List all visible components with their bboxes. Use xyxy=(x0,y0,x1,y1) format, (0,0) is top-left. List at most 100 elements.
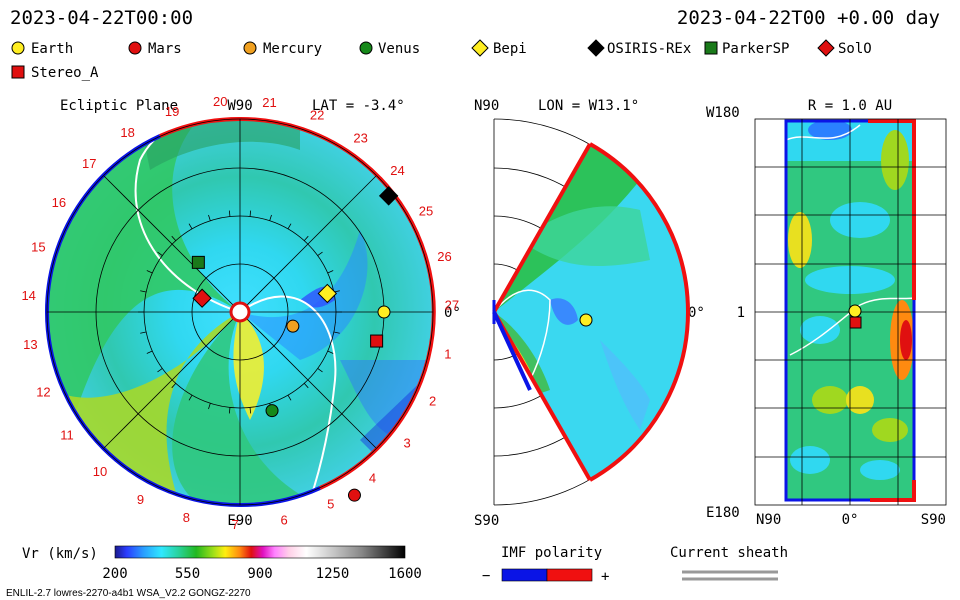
orbit-tick xyxy=(249,210,252,217)
bepi-marker-icon xyxy=(471,39,489,57)
radial-x-right: S90 xyxy=(921,512,946,528)
carrington-label: 27 xyxy=(445,298,459,313)
colorbar-tick-label: 1600 xyxy=(388,566,422,582)
meridional-top-label: N90 xyxy=(474,98,499,114)
osiris-rex-marker-icon xyxy=(587,39,605,57)
radial-earth-marker xyxy=(848,304,862,318)
carrington-label: 15 xyxy=(31,239,45,254)
carrington-label: 19 xyxy=(165,104,179,119)
imf-plus-label: + xyxy=(601,569,609,585)
radial-x-left: N90 xyxy=(756,512,781,528)
legend-label-mercury: Mercury xyxy=(263,41,322,57)
carrington-label: 24 xyxy=(390,163,404,178)
orbit-tick xyxy=(327,350,334,354)
body-marker-mars xyxy=(347,488,361,502)
body-marker-bepi xyxy=(317,283,338,304)
orbit-tick xyxy=(171,383,177,389)
ecliptic-bottom-label: E90 xyxy=(227,513,252,529)
colorbar-tick-label: 200 xyxy=(102,566,127,582)
orbit-tick xyxy=(188,223,193,230)
carrington-label: 4 xyxy=(369,471,376,486)
carrington-label: 8 xyxy=(183,510,190,525)
legend-label-bepi: Bepi xyxy=(493,41,527,57)
carrington-label: 21 xyxy=(262,95,276,110)
legend-item-osiris-rex: OSIRIS-REx xyxy=(587,39,691,57)
sun-icon xyxy=(229,301,251,323)
carrington-label: 16 xyxy=(52,195,66,210)
mars-marker-icon xyxy=(128,41,142,55)
legend: Earth Mars Mercury Venus Bepi OSIRIS-REx… xyxy=(11,39,872,81)
carrington-label: 17 xyxy=(82,156,96,171)
carrington-label: 11 xyxy=(60,428,74,443)
body-marker-solo xyxy=(192,288,212,308)
radial-mid-label: 1 xyxy=(737,305,745,321)
orbit-tick xyxy=(317,251,323,256)
ecliptic-bodies xyxy=(191,186,399,502)
orbit-tick xyxy=(317,368,323,373)
legend-label-stereo-a: Stereo_A xyxy=(31,65,99,81)
legend-item-earth: Earth xyxy=(11,41,73,57)
body-marker-venus xyxy=(265,404,279,418)
carrington-label: 12 xyxy=(36,384,50,399)
radial-x-mid: 0° xyxy=(842,512,859,528)
orbit-tick xyxy=(287,394,292,401)
meridional-field xyxy=(494,144,688,480)
carrington-label: 25 xyxy=(419,203,433,218)
carrington-label: 10 xyxy=(93,464,107,479)
meridional-lon-label: LON = W13.1° xyxy=(538,98,639,114)
sheath-label: Current sheath xyxy=(670,545,788,561)
meridional-edge-north xyxy=(492,143,592,313)
orbit-tick xyxy=(228,407,231,414)
radial-top-label: W180 xyxy=(706,105,740,121)
carrington-label: 3 xyxy=(403,436,410,451)
carrington-label: 26 xyxy=(437,249,451,264)
radial-grid xyxy=(754,118,947,506)
parkersp-marker-icon xyxy=(704,41,718,55)
orbit-tick xyxy=(303,383,309,389)
legend-label-mars: Mars xyxy=(148,41,182,57)
colorbar: Vr (km/s) 200 550 900 1250 1600 xyxy=(22,545,422,582)
colorbar-gradient xyxy=(114,545,406,559)
imf-label: IMF polarity xyxy=(501,545,602,561)
legend-item-parkersp: ParkerSP xyxy=(704,41,789,57)
carrington-label: 20 xyxy=(213,94,227,109)
colorbar-tick-label: 1250 xyxy=(316,566,350,582)
ecliptic-right-label: 0° xyxy=(444,305,461,321)
mercury-marker-icon xyxy=(243,41,257,55)
colorbar-tick-label: 900 xyxy=(247,566,272,582)
radial-title: R = 1.0 AU xyxy=(808,98,892,114)
orbit-tick xyxy=(157,251,163,256)
orbit-tick xyxy=(208,403,211,410)
radial-panel: R = 1.0 AU W180 E180 1 N90 0° S90 xyxy=(706,98,947,528)
colorbar-label: Vr (km/s) xyxy=(22,546,98,562)
ecliptic-title: Ecliptic Plane xyxy=(60,98,178,114)
carrington-label: 1 xyxy=(444,347,451,362)
ecliptic-top-label: W90 xyxy=(227,98,252,114)
imf-positive-swatch xyxy=(546,568,593,582)
run-id-footer: ENLIL-2.7 lowres-2270-a4b1 WSA_V2.2 GONG… xyxy=(6,588,251,599)
meridional-earth-marker xyxy=(579,313,593,327)
carrington-label: 23 xyxy=(353,131,367,146)
radial-field xyxy=(786,121,914,500)
meridional-bottom-label: S90 xyxy=(474,513,499,529)
legend-label-parkersp: ParkerSP xyxy=(722,41,789,57)
venus-marker-icon xyxy=(359,41,373,55)
carrington-label: 5 xyxy=(327,497,334,512)
orbit-tick xyxy=(188,394,193,401)
colorbar-ticks: 200 550 900 1250 1600 xyxy=(102,566,422,582)
radial-stereo-a-marker xyxy=(849,316,862,329)
orbit-tick xyxy=(140,290,147,293)
carrington-label: 2 xyxy=(429,393,436,408)
legend-item-venus: Venus xyxy=(359,41,420,57)
legend-item-mercury: Mercury xyxy=(243,41,322,57)
body-marker-parkersp xyxy=(191,255,205,269)
sheath-legend: Current sheath xyxy=(670,545,788,581)
earth-orbit-ticks xyxy=(138,210,342,414)
meridional-edge-outer xyxy=(589,142,690,482)
orbit-tick xyxy=(327,270,334,274)
body-marker-stereo-a xyxy=(370,334,384,348)
earth-marker-icon xyxy=(11,41,25,55)
legend-item-stereo-a: Stereo_A xyxy=(11,65,99,81)
